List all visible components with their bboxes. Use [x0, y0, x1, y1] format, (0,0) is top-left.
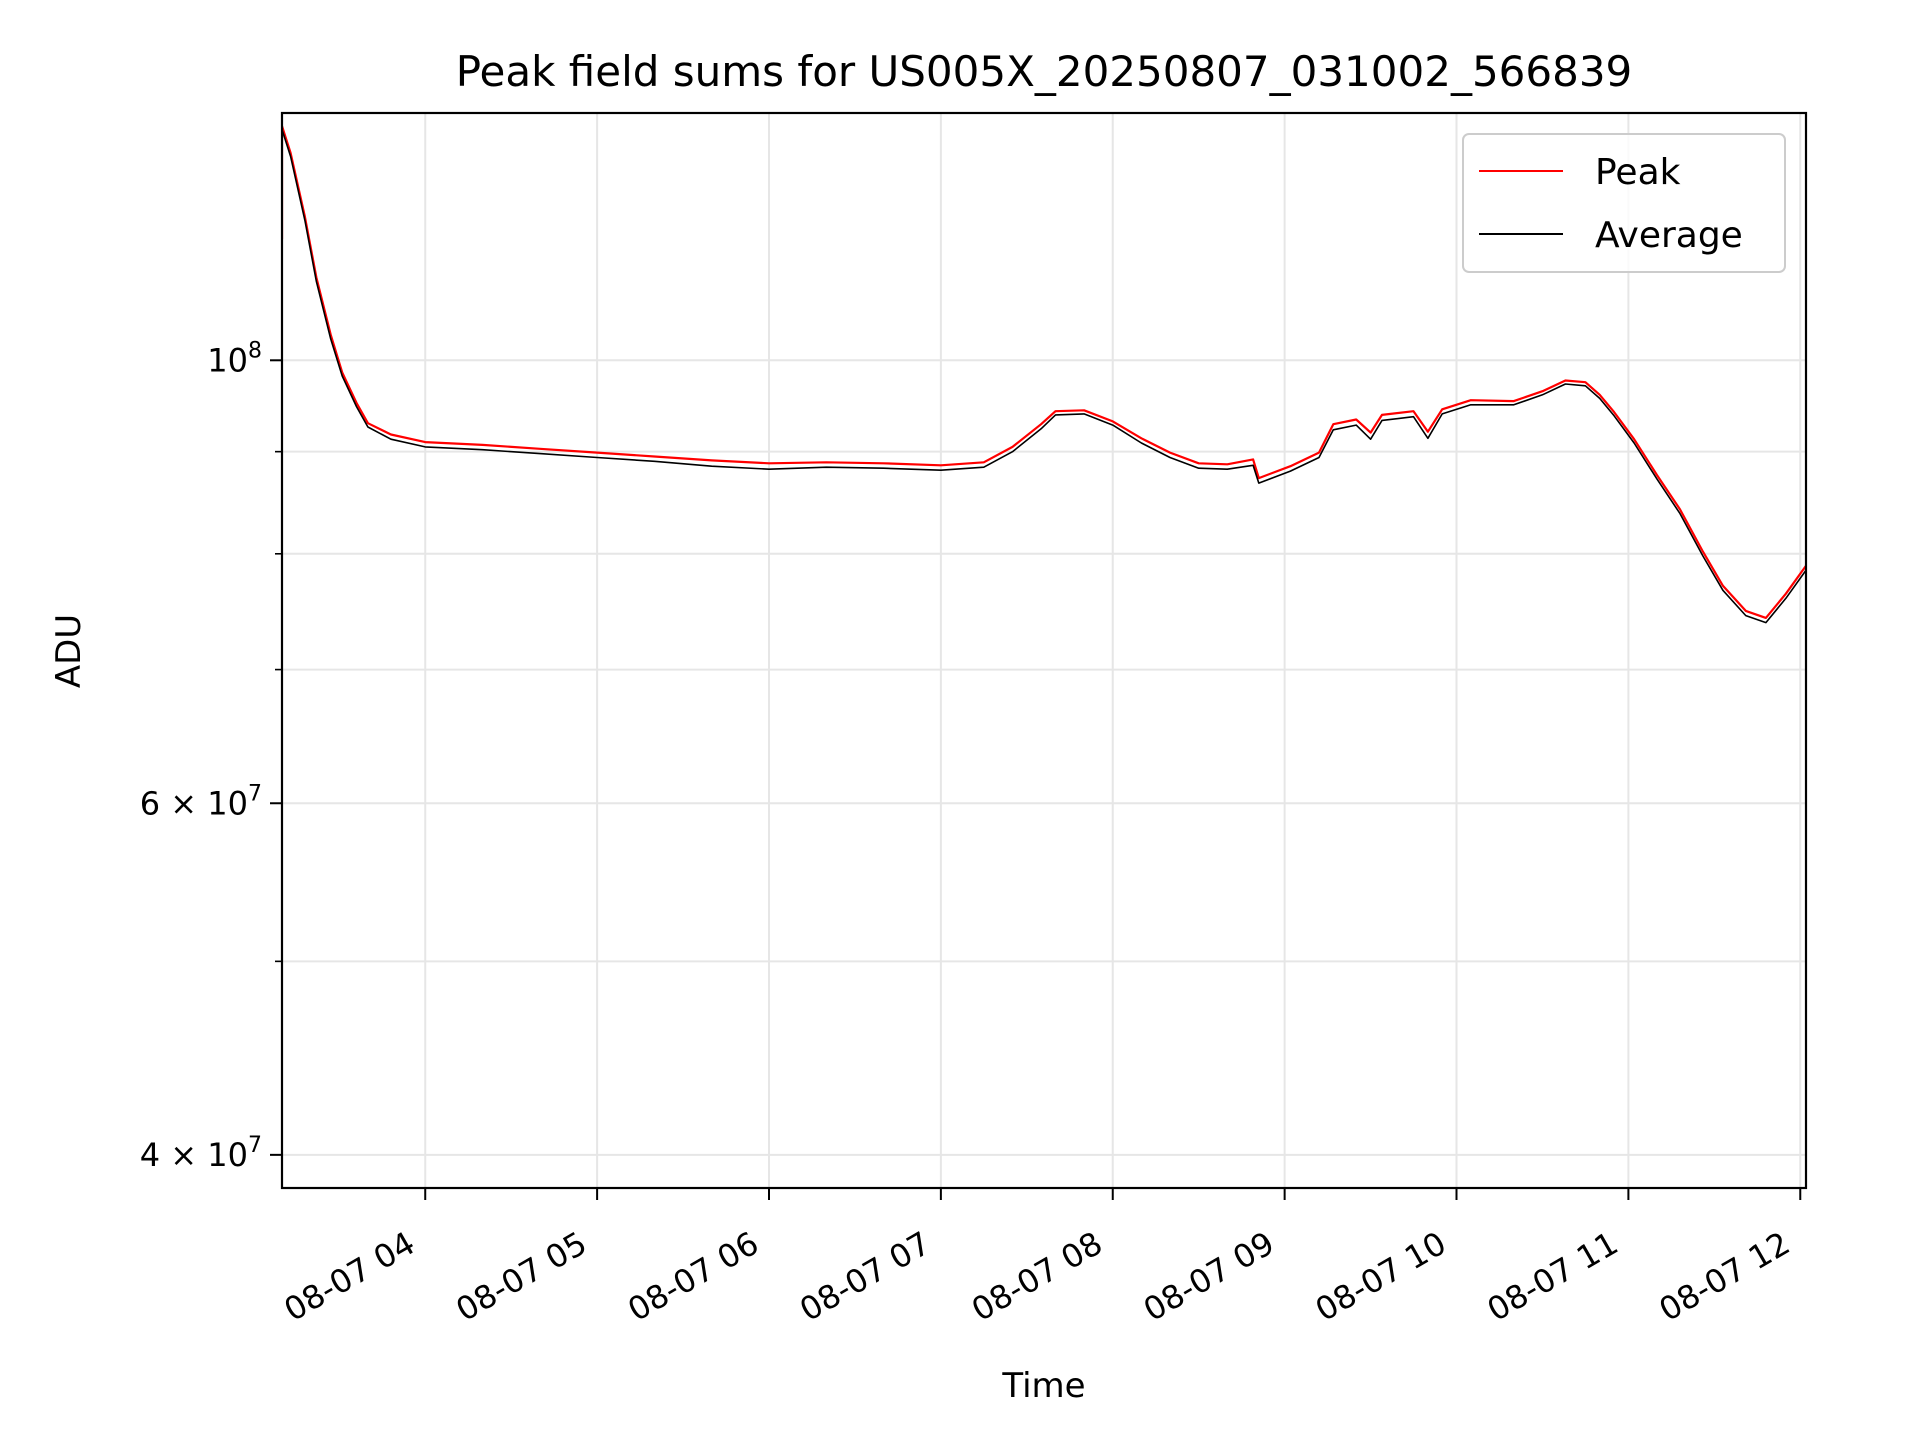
y-tick-mantissa: 4 ×	[140, 1136, 208, 1174]
y-axis-label: ADU	[49, 614, 89, 688]
legend-box	[1462, 133, 1786, 273]
series-line-average	[282, 128, 1806, 624]
y-tick-label: 108	[207, 338, 262, 379]
y-tick-base: 10	[207, 1136, 248, 1174]
y-tick-mantissa: 6 ×	[140, 784, 208, 822]
chart-title: Peak field sums for US005X_20250807_0310…	[456, 47, 1633, 96]
x-axis-label: Time	[1001, 1366, 1085, 1406]
plot-frame	[280, 111, 1808, 1190]
y-tick-base: 10	[207, 784, 248, 822]
series-layer	[282, 125, 1806, 624]
series-line-peak	[282, 125, 1806, 619]
legend: Peak Average	[1462, 133, 1786, 273]
legend-label: Peak	[1595, 152, 1681, 193]
y-tick-exponent: 7	[248, 1133, 262, 1158]
y-tick-label: 6 × 107	[140, 781, 262, 822]
legend-label: Average	[1595, 215, 1743, 256]
y-tick-label: 4 × 107	[140, 1133, 262, 1174]
y-tick-exponent: 8	[248, 338, 262, 363]
y-tick-base: 10	[207, 341, 248, 379]
grid	[282, 113, 1806, 1188]
y-tick-exponent: 7	[248, 781, 262, 806]
